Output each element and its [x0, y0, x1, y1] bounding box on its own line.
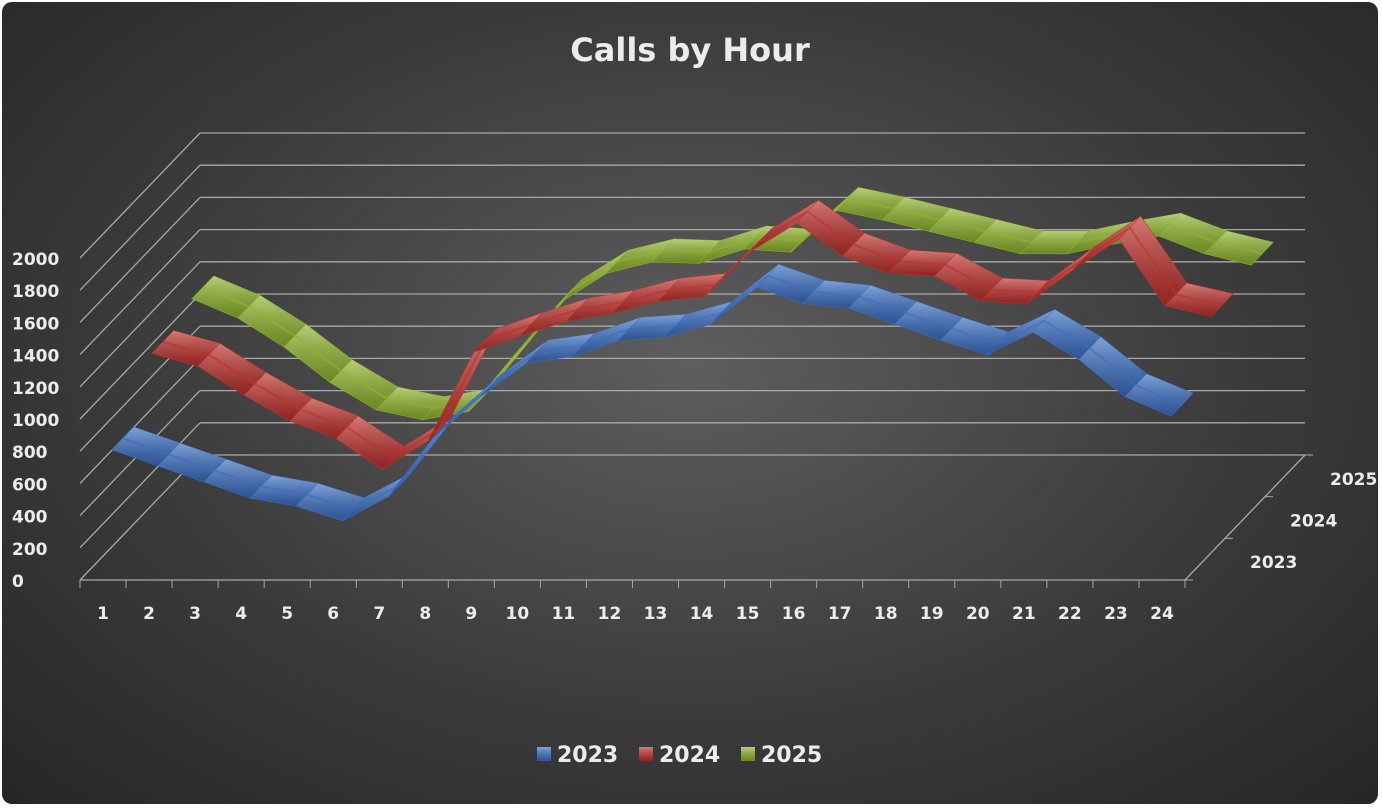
- series-2025: [191, 187, 1274, 421]
- x-tick-label: 14: [690, 604, 714, 624]
- series-2024: [151, 199, 1234, 470]
- grid-line: [79, 164, 201, 291]
- x-tick-label: 13: [644, 604, 668, 624]
- x-tick-label: 21: [1012, 604, 1036, 624]
- y-tick-label: 200: [12, 540, 48, 560]
- x-tick-label: 23: [1104, 604, 1128, 624]
- y-tick-label: 600: [12, 475, 48, 495]
- x-tick-label: 24: [1150, 604, 1174, 624]
- legend-swatch-shine: [639, 747, 653, 761]
- legend-label: 2023: [557, 743, 618, 768]
- x-tick-label: 12: [598, 604, 622, 624]
- x-tick-label: 20: [966, 604, 990, 624]
- grid-line: [79, 132, 201, 259]
- x-tick-label: 16: [782, 604, 806, 624]
- depth-label: 2024: [1290, 512, 1337, 532]
- grid-line: [79, 454, 201, 581]
- y-tick-label: 1200: [12, 379, 59, 399]
- line: [122, 274, 1183, 511]
- grid-line: [79, 293, 201, 420]
- legend-label: 2024: [659, 743, 720, 768]
- y-tick-label: 1800: [12, 282, 59, 302]
- y-tick-label: 1400: [12, 347, 59, 367]
- x-tick-label: 10: [506, 604, 530, 624]
- x-tick-label: 1: [97, 604, 109, 624]
- y-tick-label: 2000: [12, 250, 59, 270]
- floor-edge: [1184, 454, 1306, 581]
- grid-line: [79, 229, 201, 356]
- y-tick-label: 400: [12, 508, 48, 528]
- legend-swatch-shine: [537, 747, 551, 761]
- x-tick-label: 3: [189, 604, 201, 624]
- x-tick-label: 7: [373, 604, 385, 624]
- x-tick-label: 11: [552, 604, 576, 624]
- x-tick-label: 9: [465, 604, 477, 624]
- x-tick-label: 22: [1058, 604, 1082, 624]
- x-tick-label: 17: [828, 604, 852, 624]
- grid-line: [79, 357, 201, 484]
- x-tick-label: 18: [874, 604, 898, 624]
- x-tick-label: 19: [920, 604, 944, 624]
- line: [162, 210, 1223, 460]
- x-tick-label: 6: [327, 604, 339, 624]
- depth-label: 2023: [1250, 553, 1297, 573]
- legend-swatch-shine: [741, 747, 755, 761]
- x-tick-label: 4: [235, 604, 247, 624]
- x-tick-label: 8: [419, 604, 431, 624]
- depth-label: 2025: [1330, 470, 1377, 490]
- x-tick-label: 5: [281, 604, 293, 624]
- y-tick-label: 1600: [12, 314, 59, 334]
- grid-line: [79, 261, 201, 388]
- x-tick-label: 15: [736, 604, 760, 624]
- y-tick-label: 0: [12, 572, 24, 592]
- legend-label: 2025: [761, 743, 822, 768]
- grid-line: [79, 196, 201, 323]
- y-tick-label: 800: [12, 443, 48, 463]
- x-tick-label: 2: [143, 604, 155, 624]
- chart-title: Calls by Hour: [570, 31, 810, 69]
- line: [202, 197, 1263, 410]
- series-2023: [111, 263, 1194, 522]
- y-tick-label: 1000: [12, 411, 59, 431]
